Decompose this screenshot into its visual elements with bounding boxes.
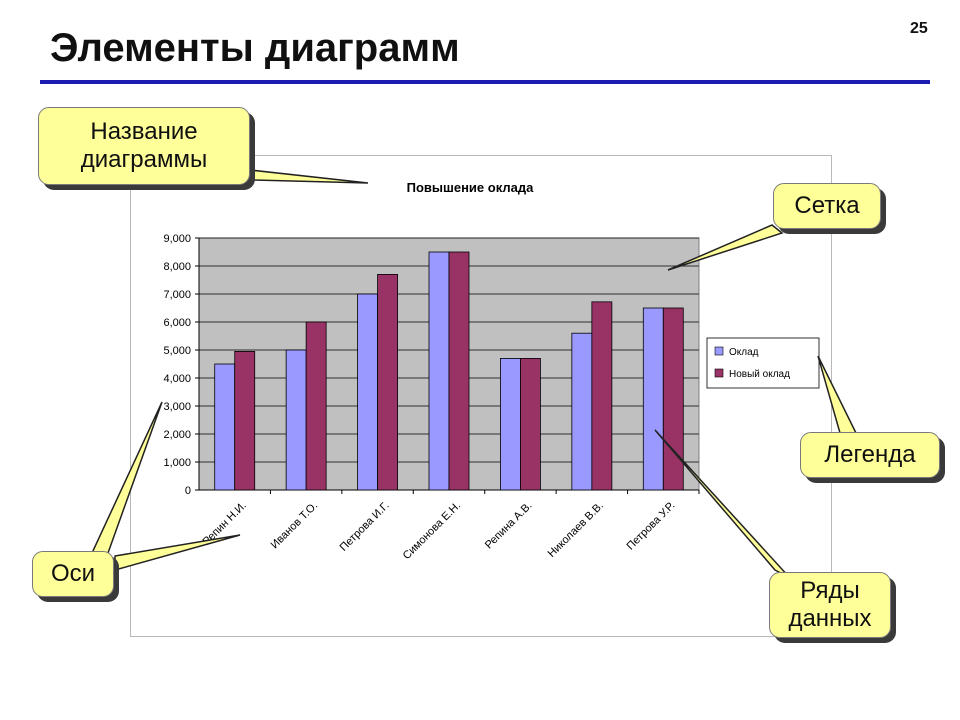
callout-data-series: Ряды данных — [769, 572, 891, 638]
y-tick-label: 3,000 — [163, 401, 191, 413]
y-tick-label: 8,000 — [163, 261, 191, 273]
bar — [305, 321, 327, 491]
pointer-axes-x — [114, 534, 241, 571]
callout-grid-label: Сетка — [794, 192, 860, 219]
callout-axes-label: Оси — [50, 560, 96, 587]
bar — [520, 357, 541, 491]
chart-title: Повышение оклада — [407, 180, 534, 195]
legend-box — [706, 337, 820, 389]
chart-area: Повышение оклада 0 1,000 2,000 3,000 4,000 5,… — [130, 155, 832, 637]
legend-label: Новый оклад — [729, 369, 790, 380]
bar — [591, 301, 613, 491]
y-tick-label: 0 — [185, 485, 191, 497]
y-tick-label: 5,000 — [163, 345, 191, 357]
y-tick-label: 9,000 — [163, 233, 191, 245]
pointer-legend — [817, 355, 858, 434]
callout-legend-label: Легенда — [824, 441, 916, 468]
pointer-data-series — [654, 429, 791, 579]
pointer-chart-title — [248, 169, 369, 184]
legend-label: Оклад — [729, 347, 759, 358]
legend-swatch — [714, 368, 724, 378]
pointer-grid — [667, 224, 784, 271]
y-tick-label: 1,000 — [163, 457, 191, 469]
callout-axes: Оси — [32, 551, 114, 597]
y-tick-label: 6,000 — [163, 317, 191, 329]
pointer-axes-y — [90, 401, 163, 554]
callout-legend: Легенда — [800, 432, 940, 478]
y-tick-label: 4,000 — [163, 373, 191, 385]
bar — [377, 274, 398, 491]
callout-grid: Сетка — [773, 183, 881, 229]
y-tick-label: 7,000 — [163, 289, 191, 301]
page-number: 25 — [910, 20, 928, 37]
bar — [448, 251, 470, 491]
y-tick-label: 2,000 — [163, 429, 191, 441]
callout-chart-title-label: Название диаграммы — [80, 118, 208, 173]
bar-chart: Повышение оклада 0 1,000 2,000 3,000 4,000 5,… — [163, 180, 820, 562]
legend-swatch — [714, 346, 724, 356]
callout-data-series-label: Ряды данных — [788, 577, 872, 632]
callout-chart-title: Название диаграммы — [38, 107, 250, 185]
slide-title: Элементы диаграмм — [50, 26, 460, 70]
bar — [234, 350, 256, 491]
title-underline — [40, 80, 930, 84]
